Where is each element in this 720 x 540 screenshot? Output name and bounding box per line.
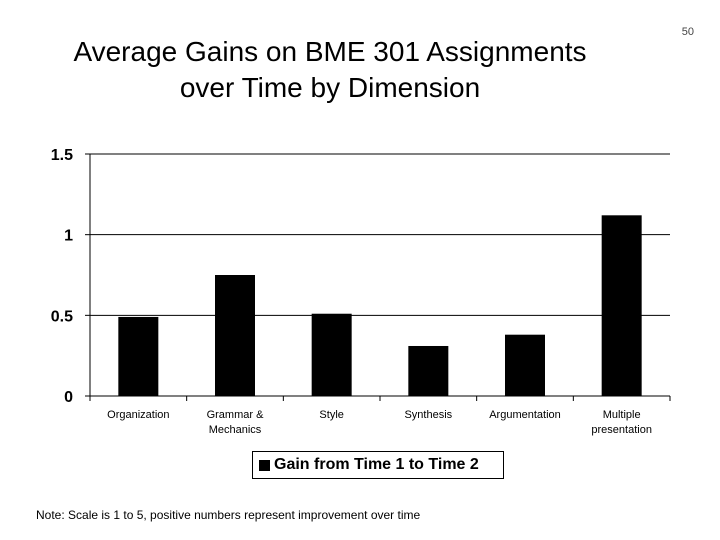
bar-3: [408, 345, 449, 396]
chart-title: Average Gains on BME 301 Assignments ove…: [30, 34, 630, 106]
bar-2: [311, 313, 352, 396]
y-tick-label: 0.5: [51, 308, 73, 325]
bar-1: [215, 275, 255, 396]
chart-title-line-1: Average Gains on BME 301 Assignments: [73, 36, 587, 67]
slide-number: 50: [681, 26, 694, 38]
legend-label: Gain from Time 1 to Time 2: [274, 456, 479, 473]
x-tick-label: Grammar &: [207, 409, 265, 421]
x-tick-label: Multiple: [603, 409, 641, 421]
bar-0: [118, 316, 159, 396]
legend: Gain from Time 1 to Time 2: [252, 451, 504, 479]
y-tick-label: 1.5: [51, 147, 73, 164]
x-tick-label: Argumentation: [489, 409, 561, 421]
chart-title-line-2: over Time by Dimension: [179, 72, 481, 103]
y-tick-label: 1: [64, 228, 73, 245]
bar-4: [505, 334, 545, 396]
footnote: Note: Scale is 1 to 5, positive numbers …: [36, 508, 421, 522]
x-tick-label: Style: [319, 409, 343, 421]
bar-5: [601, 215, 642, 396]
x-tick-label: presentation: [591, 424, 652, 436]
x-tick-label: Synthesis: [404, 409, 452, 421]
y-tick-label: 0: [64, 389, 73, 406]
legend-swatch: [259, 459, 270, 471]
x-tick-label: Mechanics: [209, 424, 262, 436]
x-tick-label: Organization: [107, 409, 169, 421]
